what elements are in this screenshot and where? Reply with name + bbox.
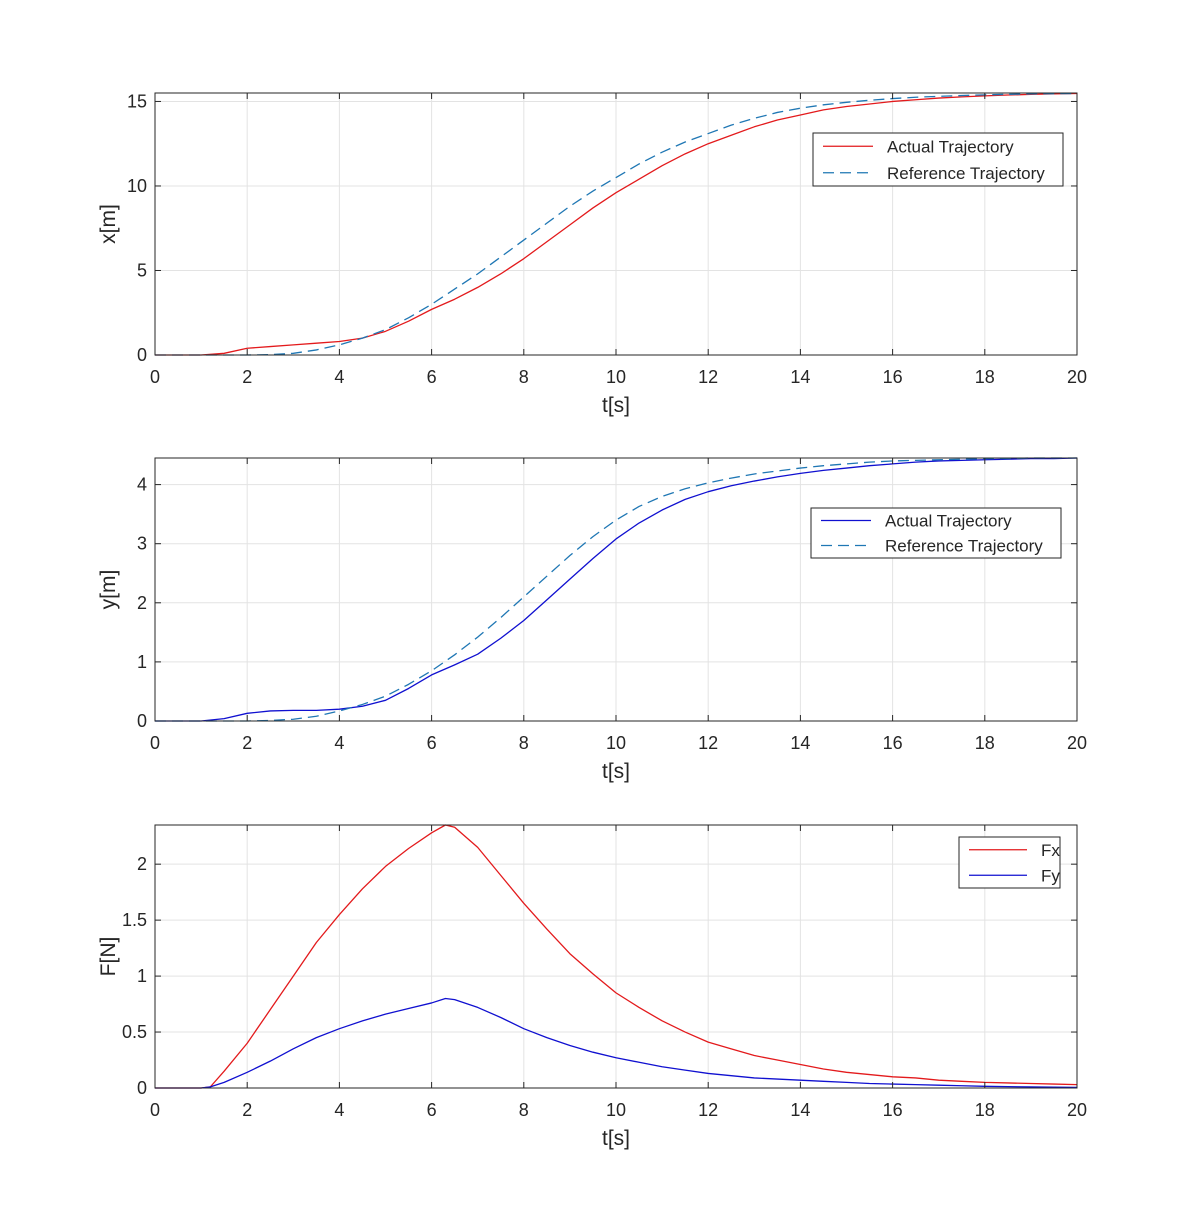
x-tick-label: 10 [606, 367, 626, 387]
x-tick-label: 0 [150, 1100, 160, 1120]
series-line-actual-trajectory [155, 457, 1078, 722]
x-tick-label: 16 [883, 1100, 903, 1120]
legend: Fx Fy [958, 836, 1061, 889]
x-tick-label: 14 [790, 1100, 810, 1120]
y-tick-label: 10 [127, 176, 147, 196]
x-tick-label: 6 [427, 1100, 437, 1120]
y-tick-label: 4 [137, 475, 147, 495]
series-line-fx [155, 824, 1078, 1089]
x-tick-label: 10 [606, 1100, 626, 1120]
y-tick-label: 3 [137, 534, 147, 554]
x-tick-label: 4 [334, 367, 344, 387]
x-tick-label: 2 [242, 367, 252, 387]
x-axis-label: t[s] [602, 1127, 630, 1150]
y-tick-label: 5 [137, 260, 147, 280]
legend-label: Actual Trajectory [887, 137, 1014, 156]
x-tick-label: 20 [1067, 1100, 1087, 1120]
x-axis-label: t[s] [602, 760, 630, 783]
y-tick-label: 0 [137, 711, 147, 731]
x-axis-label: t[s] [602, 394, 630, 417]
y-tick-label: 0 [137, 1078, 147, 1098]
x-tick-label: 20 [1067, 733, 1087, 753]
x-tick-label: 0 [150, 733, 160, 753]
x-tick-label: 18 [975, 733, 995, 753]
x-tick-label: 16 [883, 367, 903, 387]
legend-box [958, 836, 1061, 889]
y-tick-label: 1 [137, 966, 147, 986]
legend: Actual Trajectory Reference Trajectory [810, 507, 1062, 559]
x-tick-label: 6 [427, 367, 437, 387]
y-tick-label: 0 [137, 345, 147, 365]
x-tick-label: 12 [698, 1100, 718, 1120]
x-tick-label: 8 [519, 367, 529, 387]
y-axis-label: F[N] [97, 937, 120, 977]
x-tick-label: 2 [242, 1100, 252, 1120]
x-tick-label: 14 [790, 733, 810, 753]
legend-box [812, 132, 1064, 187]
x-tick-label: 0 [150, 367, 160, 387]
legend-label: Fx [1041, 841, 1060, 860]
y-axis-label: x[m] [97, 204, 120, 244]
legend-box [810, 507, 1062, 559]
x-tick-label: 20 [1067, 367, 1087, 387]
legend-label: Reference Trajectory [887, 164, 1045, 183]
x-tick-label: 8 [519, 1100, 529, 1120]
series-line-reference-trajectory [155, 457, 1077, 722]
x-tick-label: 6 [427, 733, 437, 753]
subplot-1: 0 2 4 6 8 10 12 14 16 18 20 0 5 10 15 t[s] x[m] Actual Tr… [97, 91, 1087, 417]
y-tick-label: 2 [137, 593, 147, 613]
x-tick-label: 4 [334, 1100, 344, 1120]
series-line-actual-trajectory [155, 92, 1078, 356]
x-tick-label: 16 [883, 733, 903, 753]
x-tick-label: 12 [698, 733, 718, 753]
legend-label: Fy [1041, 866, 1060, 885]
subplot-3: 0 2 4 6 8 10 12 14 16 18 20 0 0.5 1 1.5 2 t[s] F[N] Fx Fy [97, 824, 1087, 1150]
y-tick-label: 15 [127, 91, 147, 111]
series-line-reference-trajectory [155, 92, 1078, 356]
y-tick-label: 2 [137, 854, 147, 874]
y-tick-label: 0.5 [122, 1022, 147, 1042]
legend-label: Reference Trajectory [885, 537, 1043, 556]
x-tick-label: 8 [519, 733, 529, 753]
x-tick-label: 4 [334, 733, 344, 753]
y-axis-label: y[m] [97, 570, 120, 610]
x-tick-label: 14 [790, 367, 810, 387]
x-tick-label: 18 [975, 367, 995, 387]
x-tick-label: 18 [975, 1100, 995, 1120]
legend: Actual Trajectory Reference Trajectory [812, 132, 1064, 187]
y-tick-label: 1.5 [122, 910, 147, 930]
legend-label: Actual Trajectory [885, 512, 1012, 531]
x-tick-label: 2 [242, 733, 252, 753]
series-line-fy [155, 997, 1078, 1089]
x-tick-label: 12 [698, 367, 718, 387]
y-tick-label: 1 [137, 652, 147, 672]
x-tick-label: 10 [606, 733, 626, 753]
